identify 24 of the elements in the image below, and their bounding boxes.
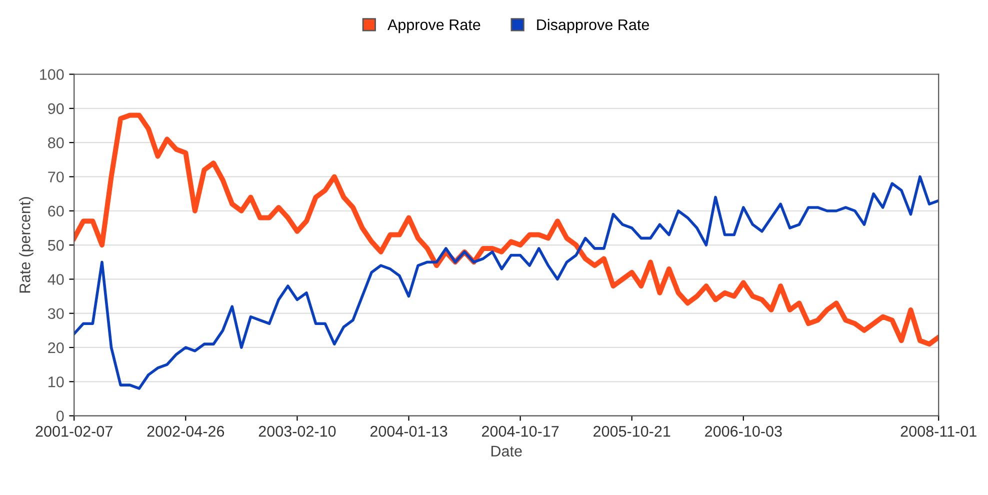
- x-tick-label: 2002-04-26: [147, 426, 224, 437]
- x-tick-label: 2001-02-07: [36, 426, 112, 437]
- x-tick-label: 2004-10-17: [482, 426, 559, 437]
- x-axis-title: Date: [491, 446, 522, 457]
- y-tick-label: 30: [48, 308, 64, 320]
- x-tick-label: 2004-01-13: [370, 426, 448, 437]
- x-tick-label: 2006-10-03: [705, 426, 782, 437]
- y-tick-label: 70: [48, 172, 64, 182]
- y-tick-label: 60: [48, 206, 64, 217]
- y-tick-label: 20: [48, 342, 64, 354]
- x-tick-label: 2003-02-10: [258, 426, 336, 437]
- x-tick-label: 2005-10-21: [594, 426, 670, 437]
- legend-label: Approve Rate: [388, 19, 480, 34]
- y-tick-label: 10: [48, 376, 64, 388]
- line-series: [74, 175, 939, 390]
- y-tick-label: 80: [48, 137, 64, 148]
- y-tick-label: 40: [48, 274, 64, 285]
- y-axis-title: Rate (percent): [19, 197, 34, 293]
- y-tick-label: 0: [56, 410, 64, 422]
- y-tick-label: 100: [40, 69, 64, 80]
- x-tick-label: 2008-11-01: [900, 426, 976, 437]
- legend-label: Disapprove Rate: [537, 18, 649, 34]
- y-tick-label: 90: [48, 103, 64, 114]
- y-tick-label: 50: [48, 240, 64, 251]
